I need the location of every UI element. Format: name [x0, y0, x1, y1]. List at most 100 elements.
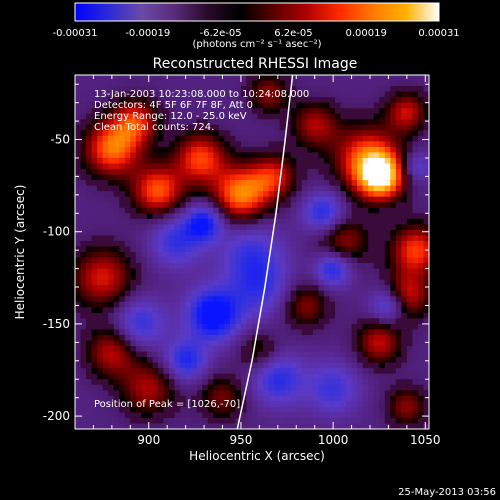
heatmap-cell	[80, 423, 87, 429]
heatmap-cell	[401, 113, 408, 120]
heatmap-cell	[301, 124, 308, 131]
heatmap-cell	[97, 362, 104, 369]
heatmap-cell	[257, 102, 264, 109]
heatmap-cell	[423, 174, 429, 181]
heatmap-cell	[135, 169, 142, 176]
heatmap-cell	[390, 312, 397, 319]
heatmap-cell	[263, 406, 270, 414]
heatmap-cell	[357, 202, 364, 209]
heatmap-cell	[368, 274, 375, 281]
heatmap-cell	[246, 301, 253, 308]
heatmap-cell	[191, 235, 198, 242]
heatmap-cell	[274, 268, 281, 275]
heatmap-cell	[257, 384, 264, 391]
heatmap-cell	[323, 141, 331, 148]
heatmap-cell	[312, 135, 319, 142]
heatmap-cell	[362, 401, 369, 408]
heatmap-cell	[91, 340, 98, 347]
heatmap-cell	[102, 368, 109, 375]
heatmap-cell	[119, 124, 126, 131]
heatmap-cell	[180, 351, 187, 358]
heatmap-cell	[213, 329, 220, 336]
heatmap-cell	[285, 224, 292, 231]
heatmap-cell	[108, 235, 115, 242]
heatmap-cell	[91, 379, 98, 386]
heatmap-cell	[274, 395, 281, 402]
heatmap-cell	[329, 80, 336, 87]
heatmap-cell	[141, 340, 148, 347]
heatmap-cell	[213, 80, 220, 87]
heatmap-cell	[97, 75, 104, 82]
heatmap-cell	[235, 274, 242, 281]
heatmap-cell	[318, 268, 325, 275]
heatmap-cell	[91, 75, 98, 82]
heatmap-cell	[157, 246, 165, 253]
heatmap-cell	[312, 263, 319, 270]
heatmap-cell	[130, 252, 137, 259]
heatmap-cell	[423, 124, 429, 131]
heatmap-cell	[174, 357, 181, 364]
heatmap-cell	[119, 97, 126, 104]
heatmap-cell	[423, 301, 429, 308]
heatmap-cell	[351, 240, 358, 248]
heatmap-cell	[384, 401, 391, 408]
heatmap-cell	[146, 334, 154, 342]
heatmap-cell	[102, 252, 109, 259]
heatmap-cell	[329, 395, 336, 402]
heatmap-cell	[229, 180, 237, 187]
heatmap-cell	[157, 97, 165, 104]
heatmap-cell	[401, 257, 408, 264]
heatmap-cell	[146, 423, 154, 429]
heatmap-cell	[307, 157, 314, 165]
heatmap-cell	[279, 196, 286, 203]
heatmap-cell	[362, 146, 369, 154]
heatmap-cell	[202, 329, 209, 336]
heatmap-cell	[395, 357, 402, 364]
heatmap-cell	[157, 191, 165, 198]
heatmap-cell	[279, 75, 286, 82]
heatmap-cell	[274, 75, 281, 82]
heatmap-cell	[196, 108, 203, 115]
heatmap-cell	[235, 235, 242, 242]
heatmap-cell	[362, 124, 369, 131]
heatmap-cell	[246, 113, 253, 120]
heatmap-cell	[130, 135, 137, 142]
heatmap-cell	[207, 390, 214, 397]
heatmap-cell	[218, 124, 225, 131]
heatmap-cell	[362, 202, 369, 209]
heatmap-cell	[152, 351, 159, 358]
heatmap-cell	[174, 185, 181, 192]
heatmap-cell	[75, 141, 82, 148]
heatmap-cell	[235, 119, 242, 126]
heatmap-cell	[290, 346, 297, 353]
heatmap-cell	[119, 373, 126, 380]
heatmap-cell	[323, 423, 331, 429]
heatmap-cell	[202, 351, 209, 358]
heatmap-cell	[119, 146, 126, 154]
heatmap-cell	[357, 141, 364, 148]
heatmap-cell	[301, 224, 308, 231]
heatmap-cell	[91, 180, 98, 187]
heatmap-cell	[368, 340, 375, 347]
heatmap-cell	[124, 152, 131, 159]
heatmap-cell	[102, 318, 109, 325]
heatmap-cell	[307, 218, 314, 225]
heatmap-cell	[163, 290, 170, 297]
heatmap-cell	[130, 191, 137, 198]
heatmap-cell	[113, 191, 120, 198]
heatmap-cell	[373, 334, 380, 342]
heatmap-cell	[417, 141, 425, 148]
heatmap-cell	[274, 263, 281, 270]
heatmap-cell	[240, 113, 248, 120]
heatmap-cell	[346, 412, 353, 419]
heatmap-cell	[246, 340, 253, 347]
heatmap-cell	[263, 296, 270, 303]
heatmap-cell	[146, 318, 154, 325]
heatmap-cell	[279, 240, 286, 248]
heatmap-cell	[174, 406, 181, 414]
heatmap-cell	[395, 180, 402, 187]
heatmap-cell	[334, 357, 342, 364]
heatmap-cell	[191, 157, 198, 165]
heatmap-cell	[113, 346, 120, 353]
heatmap-cell	[390, 263, 397, 270]
